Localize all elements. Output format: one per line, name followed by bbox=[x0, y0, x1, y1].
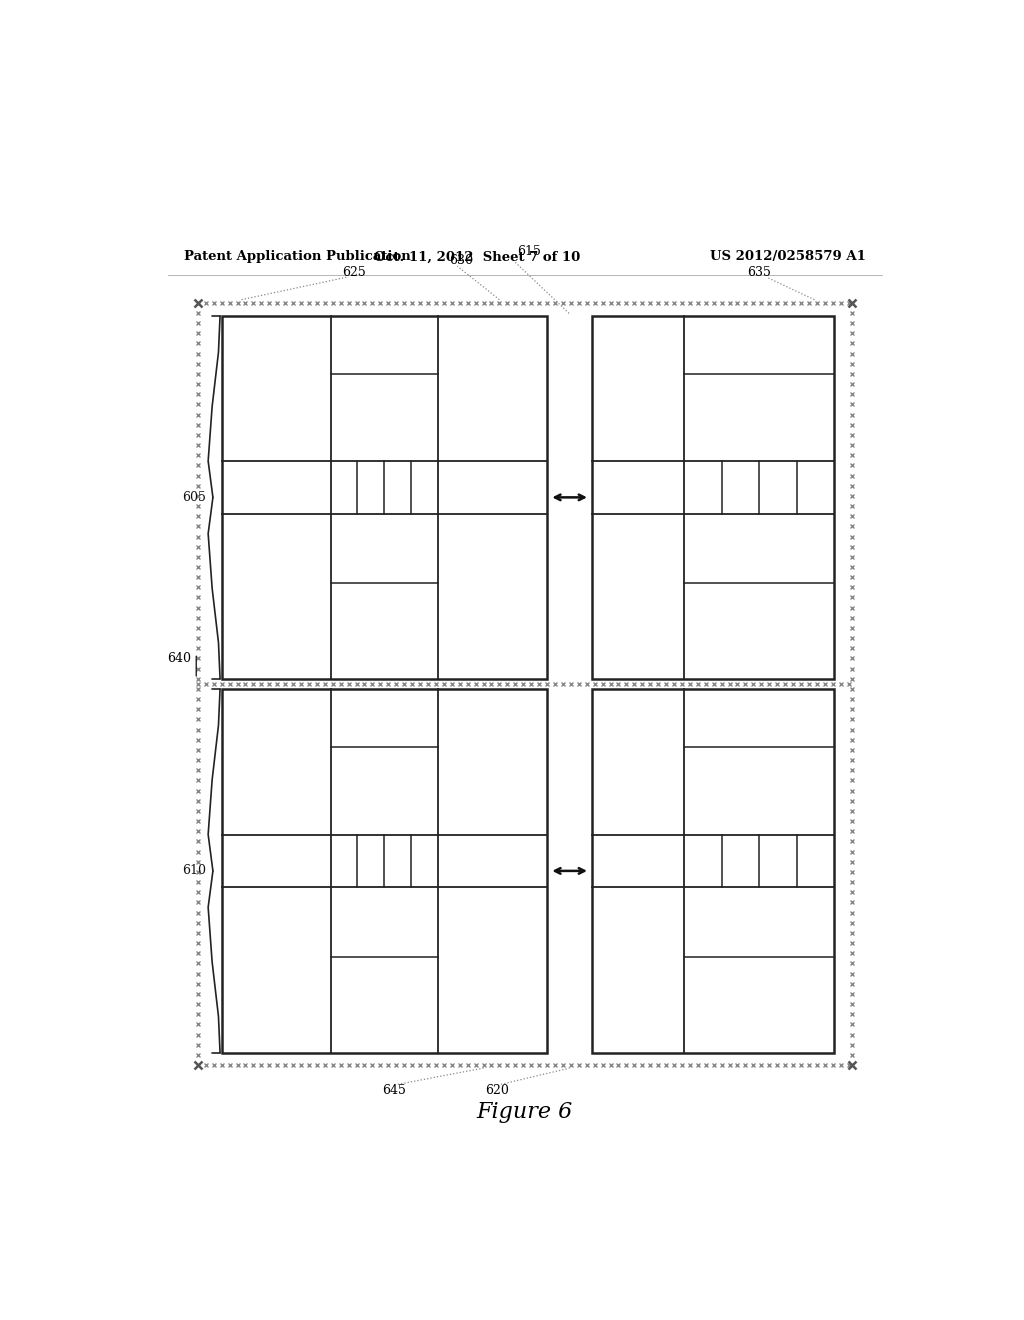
Text: 645: 645 bbox=[382, 1084, 406, 1097]
Text: Figure 6: Figure 6 bbox=[477, 1101, 572, 1123]
Text: 610: 610 bbox=[182, 865, 206, 878]
Bar bbox=[592, 315, 835, 678]
Text: 630: 630 bbox=[450, 253, 473, 267]
Bar bbox=[221, 689, 547, 1053]
Bar bbox=[221, 315, 547, 678]
Text: Oct. 11, 2012  Sheet 7 of 10: Oct. 11, 2012 Sheet 7 of 10 bbox=[374, 251, 581, 264]
Text: 620: 620 bbox=[485, 1084, 509, 1097]
Bar bbox=[592, 689, 835, 1053]
Text: Patent Application Publication: Patent Application Publication bbox=[183, 251, 411, 264]
Text: US 2012/0258579 A1: US 2012/0258579 A1 bbox=[711, 251, 866, 264]
Text: 625: 625 bbox=[342, 265, 366, 279]
Text: 615: 615 bbox=[517, 246, 541, 259]
Text: 605: 605 bbox=[182, 491, 206, 504]
Text: 640: 640 bbox=[168, 652, 191, 665]
Text: 635: 635 bbox=[746, 265, 771, 279]
